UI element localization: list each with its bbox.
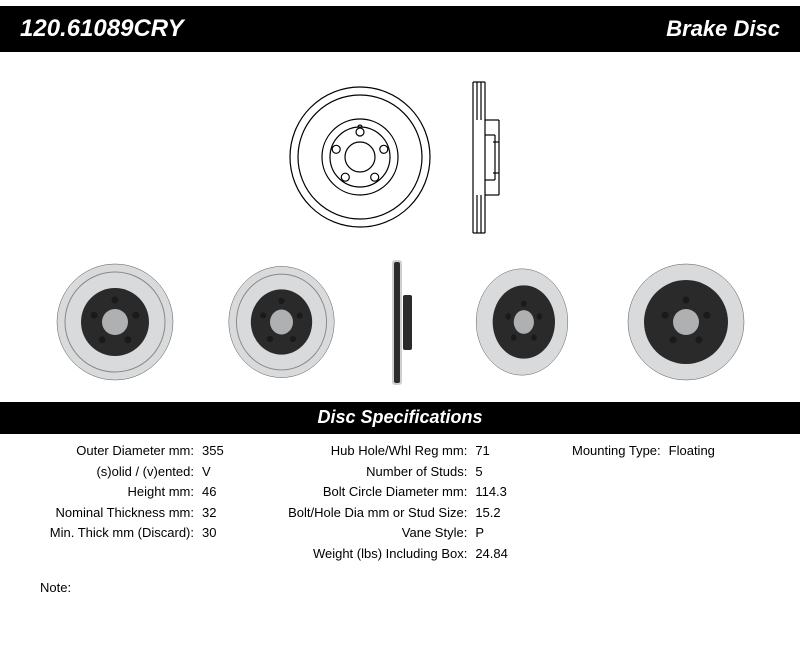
spec-label: Number of Studs: bbox=[273, 463, 473, 481]
spec-row: Nominal Thickness mm:32 bbox=[20, 504, 273, 522]
spec-value: V bbox=[200, 463, 211, 481]
spec-value: Floating bbox=[667, 442, 715, 460]
spec-row: Min. Thick mm (Discard):30 bbox=[20, 524, 273, 542]
disc-photo-front-1 bbox=[55, 262, 175, 382]
spec-row: Weight (lbs) Including Box:24.84 bbox=[273, 545, 526, 563]
spec-value: 71 bbox=[473, 442, 489, 460]
spec-row: Bolt Circle Diameter mm:114.3 bbox=[273, 483, 526, 501]
spec-column-1: Outer Diameter mm:355 (s)olid / (v)ented… bbox=[20, 442, 273, 565]
spec-value: P bbox=[473, 524, 484, 542]
spec-label: Min. Thick mm (Discard): bbox=[20, 524, 200, 542]
lineart-diagram-area bbox=[0, 52, 800, 242]
spec-row: Vane Style:P bbox=[273, 524, 526, 542]
spec-value: 5 bbox=[473, 463, 482, 481]
disc-photo-edge bbox=[388, 260, 418, 385]
note-row: Note: bbox=[0, 565, 800, 595]
spec-row: Hub Hole/Whl Reg mm:71 bbox=[273, 442, 526, 460]
part-number: 120.61089CRY bbox=[20, 15, 184, 43]
spec-label: Height mm: bbox=[20, 483, 200, 501]
spec-value: 355 bbox=[200, 442, 224, 460]
spec-column-3: Mounting Type:Floating bbox=[527, 442, 780, 565]
disc-photo-front-2 bbox=[224, 262, 339, 382]
product-type: Brake Disc bbox=[666, 16, 780, 42]
spec-label: Bolt Circle Diameter mm: bbox=[273, 483, 473, 501]
spec-label: Hub Hole/Whl Reg mm: bbox=[273, 442, 473, 460]
disc-photo-back bbox=[626, 262, 746, 382]
spec-row: Outer Diameter mm:355 bbox=[20, 442, 273, 460]
disc-photo-back-angled bbox=[467, 262, 577, 382]
spec-value: 15.2 bbox=[473, 504, 500, 522]
spec-row: Number of Studs:5 bbox=[273, 463, 526, 481]
spec-value: 32 bbox=[200, 504, 216, 522]
spec-row: Bolt/Hole Dia mm or Stud Size:15.2 bbox=[273, 504, 526, 522]
spec-label: Bolt/Hole Dia mm or Stud Size: bbox=[273, 504, 473, 522]
spec-label: Weight (lbs) Including Box: bbox=[273, 545, 473, 563]
disc-side-lineart bbox=[465, 80, 515, 235]
spec-value: 30 bbox=[200, 524, 216, 542]
spec-value: 114.3 bbox=[473, 483, 507, 501]
disc-front-lineart bbox=[285, 82, 435, 232]
spec-label: Nominal Thickness mm: bbox=[20, 504, 200, 522]
spec-row: Height mm:46 bbox=[20, 483, 273, 501]
spec-header-bar: Disc Specifications bbox=[0, 402, 800, 434]
spec-row: Mounting Type:Floating bbox=[527, 442, 780, 460]
header-bar: 120.61089CRY Brake Disc bbox=[0, 6, 800, 52]
spec-value: 24.84 bbox=[473, 545, 508, 563]
note-label: Note: bbox=[40, 580, 71, 595]
spec-label: (s)olid / (v)ented: bbox=[20, 463, 200, 481]
spec-column-2: Hub Hole/Whl Reg mm:71 Number of Studs:5… bbox=[273, 442, 526, 565]
product-photo-row bbox=[0, 242, 800, 402]
spec-label: Mounting Type: bbox=[527, 442, 667, 460]
spec-value: 46 bbox=[200, 483, 216, 501]
spec-label: Outer Diameter mm: bbox=[20, 442, 200, 460]
spec-label: Vane Style: bbox=[273, 524, 473, 542]
spec-grid: Outer Diameter mm:355 (s)olid / (v)ented… bbox=[0, 434, 800, 565]
spec-row: (s)olid / (v)ented:V bbox=[20, 463, 273, 481]
